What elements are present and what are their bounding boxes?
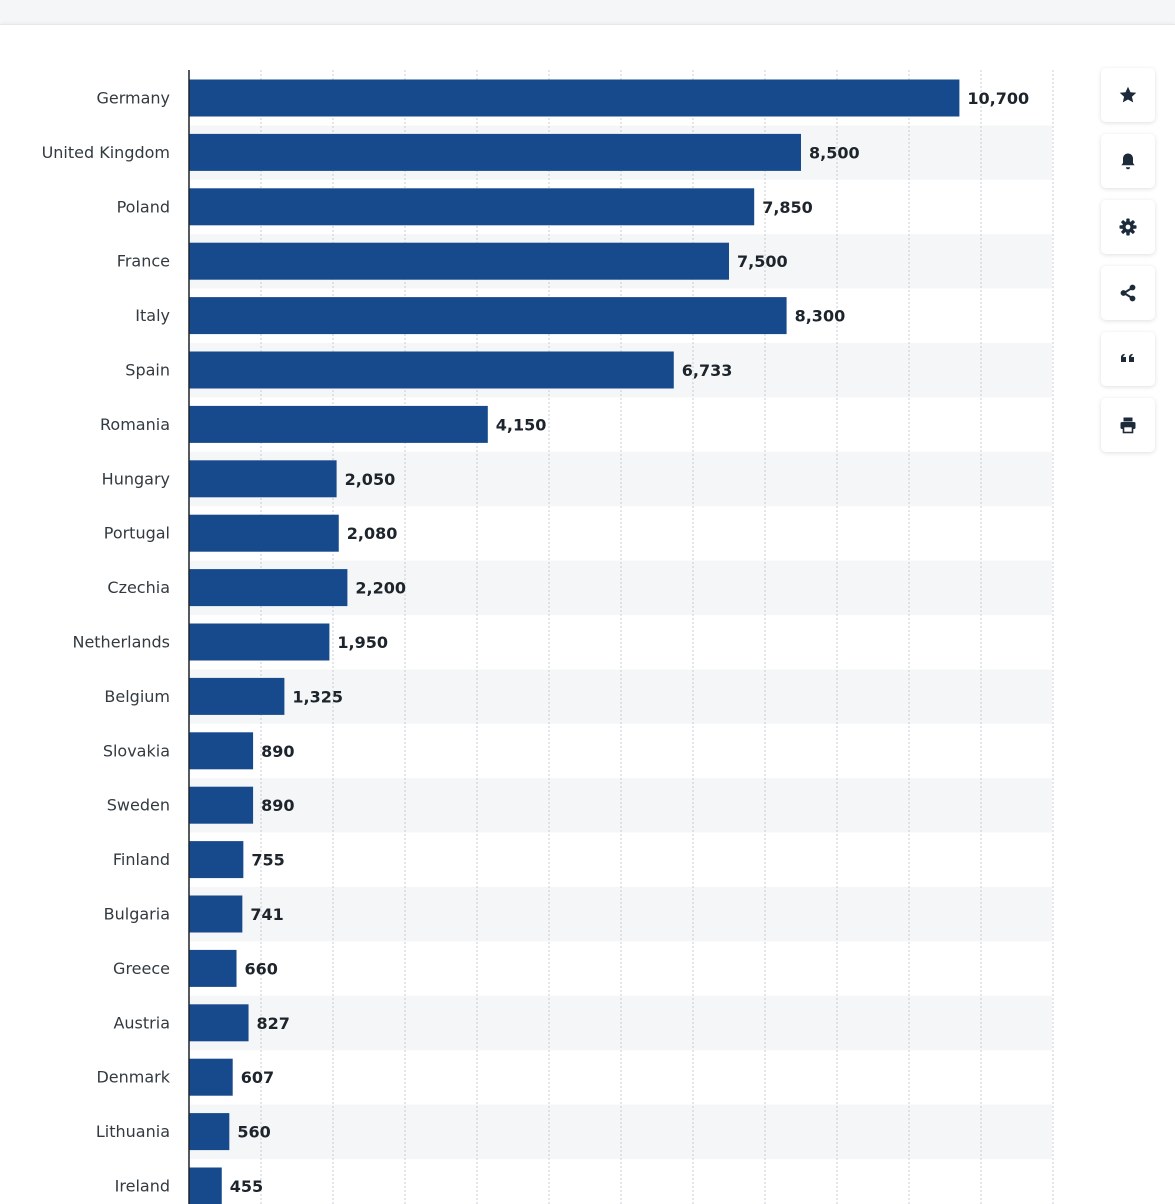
category-label: Lithuania [96,1122,170,1141]
data-label: 8,500 [809,143,860,162]
data-label: 1,325 [292,687,343,706]
data-label: 560 [237,1123,270,1142]
chart-toolbar [1101,68,1155,464]
category-label: Ireland [115,1177,170,1196]
gear-icon [1118,217,1138,237]
data-label: 6,733 [682,361,733,380]
favorite-button[interactable] [1101,68,1155,122]
category-label: United Kingdom [42,143,170,162]
category-label: Sweden [107,796,170,815]
printer-icon [1118,415,1138,435]
bar[interactable]: Czechia: 2,200 [189,569,347,606]
notification-button[interactable] [1101,134,1155,188]
data-label: 660 [245,959,278,978]
category-labels: Germany United Kingdom Poland France Italy Sp… [42,89,171,1196]
citation-button[interactable] [1101,332,1155,386]
category-label: Czechia [107,578,170,597]
category-label: Hungary [102,469,170,488]
data-label: 755 [251,851,284,870]
chart-card: Germany: 10,700 United Kingdom: 8,500 Pola… [0,24,1175,1204]
bar[interactable]: Austria: 827 [189,1004,249,1041]
bar[interactable]: Lithuania: 560 [189,1113,229,1150]
data-label: 7,500 [737,252,788,271]
category-label: Finland [113,850,170,869]
bar[interactable]: Germany: 10,700 [189,80,959,117]
bar[interactable]: Poland: 7,850 [189,188,754,225]
category-label: Poland [117,197,170,216]
bar[interactable]: Greece: 660 [189,950,237,987]
category-label: Germany [96,89,170,108]
category-label: Austria [113,1013,170,1032]
data-label: 890 [261,796,294,815]
share-button[interactable] [1101,266,1155,320]
bar[interactable]: Finland: 755 [189,841,243,878]
share-icon [1118,283,1138,303]
bar[interactable]: Portugal: 2,080 [189,515,339,552]
bar[interactable]: France: 7,500 [189,243,729,280]
category-label: Spain [125,361,170,380]
category-label: Greece [113,959,170,978]
data-label: 2,050 [345,470,396,489]
bar[interactable]: Hungary: 2,050 [189,460,337,497]
bar[interactable]: Slovakia: 890 [189,732,253,769]
bar[interactable]: Italy: 8,300 [189,297,787,334]
data-label: 827 [257,1014,290,1033]
bar[interactable]: United Kingdom: 8,500 [189,134,801,171]
data-label: 2,080 [347,524,398,543]
print-button[interactable] [1101,398,1155,452]
bar[interactable]: Sweden: 890 [189,787,253,824]
bar[interactable]: Belgium: 1,325 [189,678,284,715]
data-label: 2,200 [355,579,406,598]
bell-icon [1118,151,1138,171]
data-label: 10,700 [967,89,1029,108]
bar[interactable]: Ireland: 455 [189,1168,222,1204]
data-label: 1,950 [337,633,388,652]
quote-icon [1118,349,1138,369]
category-label: Bulgaria [104,905,170,924]
data-label: 741 [250,905,283,924]
bar[interactable]: Spain: 6,733 [189,352,674,389]
bar-chart: Germany: 10,700 United Kingdom: 8,500 Pola… [0,25,1100,1204]
bar[interactable]: Denmark: 607 [189,1059,233,1096]
data-label: 4,150 [496,415,547,434]
category-label: Romania [100,415,170,434]
data-label: 7,850 [762,198,813,217]
bar[interactable]: Netherlands: 1,950 [189,624,329,661]
star-icon [1118,85,1138,105]
category-label: Netherlands [72,633,170,652]
bar[interactable]: Romania: 4,150 [189,406,488,443]
category-label: Portugal [104,524,170,543]
category-label: Slovakia [103,741,170,760]
category-label: Denmark [96,1068,170,1087]
data-label: 890 [261,742,294,761]
data-label: 607 [241,1068,274,1087]
data-label: 8,300 [795,307,846,326]
category-label: France [117,252,170,271]
category-label: Italy [135,306,170,325]
data-label: 455 [230,1177,263,1196]
settings-button[interactable] [1101,200,1155,254]
category-label: Belgium [104,687,170,706]
bar[interactable]: Bulgaria: 741 [189,896,242,933]
